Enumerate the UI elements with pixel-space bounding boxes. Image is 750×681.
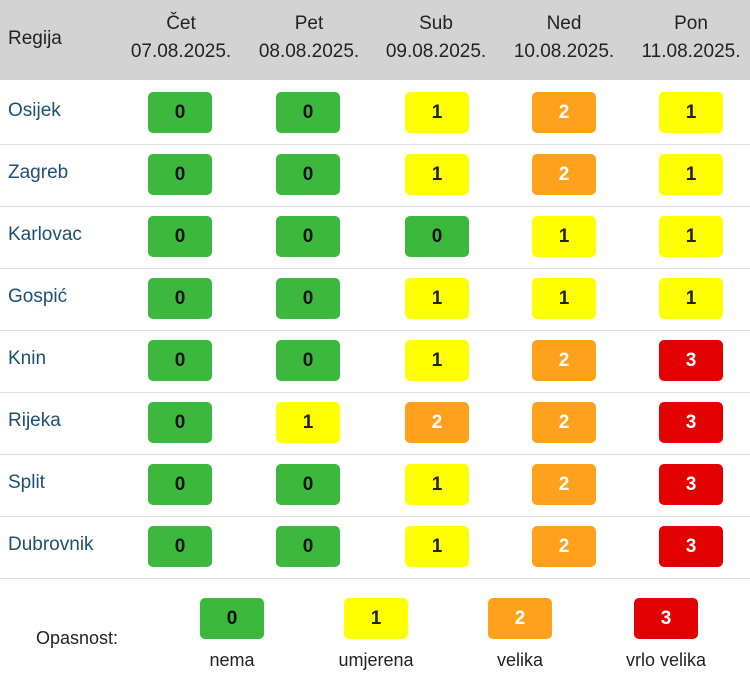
danger-level-badge: 0: [276, 216, 340, 257]
day-name: Čet: [166, 13, 196, 34]
danger-level-badge: 0: [276, 278, 340, 319]
region-link[interactable]: Gospić: [8, 286, 68, 307]
legend-label: Opasnost:: [36, 628, 119, 648]
danger-level-badge: 0: [276, 154, 340, 195]
table-row: Knin 0 0 1 2 3: [0, 330, 750, 393]
table-row: Zagreb 0 0 1 2 1: [0, 144, 750, 207]
region-link[interactable]: Knin: [8, 348, 47, 369]
danger-level-badge: 3: [659, 526, 723, 567]
table-header: Regija Čet 07.08.2025. Pet 08.08.2025. S…: [0, 0, 750, 80]
header-day-3: Sub 09.08.2025.: [373, 10, 499, 66]
danger-level-badge: 0: [276, 340, 340, 381]
danger-level-badge: 1: [532, 216, 596, 257]
danger-level-badge: 1: [532, 278, 596, 319]
region-link[interactable]: Dubrovnik: [8, 534, 94, 555]
danger-level-badge: 0: [276, 526, 340, 567]
danger-level-badge: 1: [405, 526, 469, 567]
danger-level-badge: 0: [148, 526, 212, 567]
day-name: Pet: [294, 13, 324, 34]
danger-level-badge: 0: [405, 216, 469, 257]
danger-level-badge: 3: [659, 464, 723, 505]
table-row: Split 0 0 1 2 3: [0, 454, 750, 517]
danger-level-badge: 1: [405, 92, 469, 133]
danger-level-badge: 0: [148, 464, 212, 505]
danger-level-badge: 2: [532, 402, 596, 443]
danger-level-badge: 1: [405, 278, 469, 319]
legend-text: velika: [496, 650, 544, 670]
danger-level-badge: 0: [148, 402, 212, 443]
danger-level-badge: 2: [405, 402, 469, 443]
danger-level-badge: 1: [659, 92, 723, 133]
legend-badge: 1: [344, 598, 408, 639]
day-name: Pon: [674, 13, 708, 34]
table-row: Rijeka 0 1 2 2 3: [0, 392, 750, 455]
danger-level-badge: 1: [276, 402, 340, 443]
danger-level-badge: 1: [405, 464, 469, 505]
danger-level-badge: 3: [659, 402, 723, 443]
region-link[interactable]: Karlovac: [8, 224, 82, 245]
danger-level-badge: 2: [532, 154, 596, 195]
table-row: Osijek 0 0 1 2 1: [0, 82, 750, 145]
danger-level-badge: 3: [659, 340, 723, 381]
danger-level-badge: 1: [405, 154, 469, 195]
header-day-1: Čet 07.08.2025.: [118, 10, 244, 66]
table-row: Dubrovnik 0 0 1 2 3: [0, 516, 750, 579]
region-link[interactable]: Zagreb: [8, 162, 69, 183]
danger-level-badge: 1: [405, 340, 469, 381]
day-date: 08.08.2025.: [258, 41, 360, 62]
day-name: Sub: [419, 13, 453, 34]
day-date: 09.08.2025.: [385, 41, 487, 62]
legend-text: vrlo velika: [625, 650, 707, 670]
legend-text: umjerena: [338, 650, 414, 670]
day-date: 07.08.2025.: [130, 41, 232, 62]
danger-level-badge: 2: [532, 92, 596, 133]
header-day-4: Ned 10.08.2025.: [501, 10, 627, 66]
region-link[interactable]: Osijek: [8, 100, 61, 121]
danger-level-badge: 0: [148, 340, 212, 381]
header-day-5: Pon 11.08.2025.: [628, 10, 750, 66]
danger-level-badge: 1: [659, 278, 723, 319]
region-link[interactable]: Split: [8, 472, 45, 493]
danger-level-badge: 0: [276, 92, 340, 133]
day-date: 10.08.2025.: [513, 41, 615, 62]
legend-badge: 0: [200, 598, 264, 639]
header-region-label: Regija: [8, 28, 62, 49]
day-date: 11.08.2025.: [641, 41, 741, 62]
legend-text: nema: [209, 650, 255, 670]
danger-level-badge: 0: [148, 92, 212, 133]
danger-level-badge: 1: [659, 216, 723, 257]
danger-level-badge: 0: [148, 216, 212, 257]
danger-level-badge: 2: [532, 526, 596, 567]
day-name: Ned: [546, 13, 582, 34]
table-row: Gospić 0 0 1 1 1: [0, 268, 750, 331]
danger-level-badge: 1: [659, 154, 723, 195]
table-row: Karlovac 0 0 0 1 1: [0, 206, 750, 269]
header-day-2: Pet 08.08.2025.: [246, 10, 372, 66]
legend-badge: 3: [634, 598, 698, 639]
danger-level-badge: 0: [276, 464, 340, 505]
region-link[interactable]: Rijeka: [8, 410, 61, 431]
danger-level-badge: 0: [148, 154, 212, 195]
legend-badge: 2: [488, 598, 552, 639]
danger-level-badge: 2: [532, 340, 596, 381]
danger-level-badge: 0: [148, 278, 212, 319]
danger-level-badge: 2: [532, 464, 596, 505]
